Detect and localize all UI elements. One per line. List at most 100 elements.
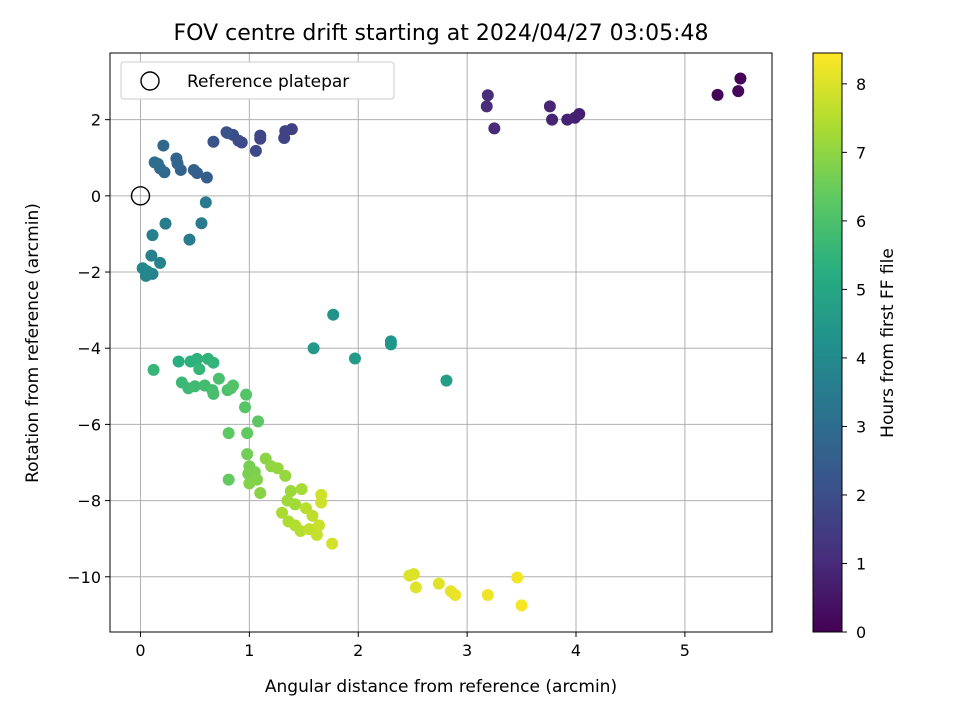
scatter-point: [195, 217, 208, 230]
scatter-point: [449, 589, 462, 602]
y-tick-label: −8: [77, 492, 101, 511]
scatter-point: [212, 372, 225, 385]
colorbar-tick-label: 1: [856, 554, 866, 573]
scatter-point: [734, 72, 747, 85]
scatter-point: [271, 462, 284, 475]
scatter-point: [157, 139, 170, 152]
colorbar-tick-label: 7: [856, 143, 866, 162]
scatter-point: [732, 85, 745, 98]
colorbar-ticks: 0 1 2 3 4 5 6 7 8: [842, 75, 866, 642]
y-tick-label: −2: [77, 263, 101, 282]
scatter-point: [315, 488, 328, 501]
scatter-point: [276, 506, 289, 519]
legend-label: Reference platepar: [187, 72, 349, 92]
scatter-point: [207, 135, 220, 148]
legend-marker: [140, 71, 160, 91]
scatter-point: [511, 571, 524, 584]
scatter-point: [239, 401, 252, 414]
x-tick-label: 3: [462, 641, 472, 660]
colorbar-tick-label: 2: [856, 486, 866, 505]
scatter-point: [307, 342, 320, 355]
scatter-point: [136, 262, 149, 275]
y-tick-label: −4: [77, 339, 101, 358]
scatter-point: [240, 388, 253, 401]
scatter-point: [289, 498, 302, 511]
scatter-point: [154, 256, 167, 269]
scatter-point: [148, 156, 161, 169]
scatter-point: [188, 380, 201, 393]
colorbar-gradient: [812, 52, 843, 633]
scatter-point: [146, 229, 159, 242]
x-axis-label: Angular distance from reference (arcmin): [265, 677, 617, 697]
y-axis-ticks: 2 0 −2 −4 −6 −8 −10: [67, 111, 110, 587]
x-tick-label: 0: [135, 641, 145, 660]
scatter-point: [488, 122, 501, 135]
scatter-points: [130, 72, 747, 612]
scatter-point: [193, 363, 206, 376]
scatter-point: [147, 363, 160, 376]
scatter-point: [306, 509, 319, 522]
scatter-point: [384, 338, 397, 351]
scatter-point: [481, 89, 494, 102]
scatter-point: [227, 379, 240, 392]
y-tick-label: 2: [91, 111, 101, 130]
scatter-point: [252, 415, 265, 428]
scatter-point: [543, 100, 556, 113]
scatter-point: [326, 537, 339, 550]
scatter-point: [348, 352, 361, 365]
colorbar-tick-label: 8: [856, 75, 866, 94]
scatter-point: [172, 355, 185, 368]
scatter-point: [407, 568, 420, 581]
scatter-point: [295, 483, 308, 496]
x-tick-label: 2: [353, 641, 363, 660]
scatter-point: [222, 427, 235, 440]
x-tick-label: 1: [244, 641, 254, 660]
scatter-point: [241, 427, 254, 440]
plot-frame: [109, 52, 773, 633]
scatter-point: [711, 88, 724, 101]
scatter-point: [432, 577, 445, 590]
scatter-point: [145, 249, 158, 262]
colorbar-tick-label: 4: [856, 349, 866, 368]
scatter-point: [480, 100, 493, 113]
chart-title: FOV centre drift starting at 2024/04/27 …: [174, 21, 709, 46]
colorbar-tick-label: 0: [856, 623, 866, 642]
colorbar-tick-label: 6: [856, 212, 866, 231]
scatter-point: [327, 308, 340, 321]
y-tick-label: 0: [91, 187, 101, 206]
scatter-point: [279, 469, 292, 482]
scatter-point: [241, 448, 254, 461]
y-tick-label: −10: [67, 568, 101, 587]
scatter-point: [243, 477, 256, 490]
scatter-point: [220, 126, 233, 139]
reference-point: [130, 186, 151, 206]
scatter-point: [310, 528, 323, 541]
x-tick-label: 4: [571, 641, 581, 660]
legend: Reference platepar: [120, 61, 395, 100]
scatter-point: [170, 152, 183, 165]
legend-box: [120, 61, 395, 100]
scatter-point: [440, 374, 453, 387]
x-tick-label: 5: [680, 641, 690, 660]
grid: [110, 53, 772, 632]
colorbar-tick-label: 5: [856, 280, 866, 299]
scatter-point: [481, 589, 494, 602]
y-tick-label: −6: [77, 415, 101, 434]
colorbar-tick-label: 3: [856, 417, 866, 436]
scatter-point: [561, 113, 574, 126]
scatter-point: [515, 599, 528, 612]
scatter-point: [249, 144, 262, 157]
scatter-point: [183, 233, 196, 246]
scatter-point: [187, 163, 200, 176]
scatter-point: [200, 171, 213, 184]
scatter-point: [254, 486, 267, 499]
scatter-point: [159, 217, 172, 230]
scatter-point: [278, 131, 291, 144]
scatter-point: [222, 473, 235, 486]
scatter-point: [409, 581, 422, 594]
colorbar: 0 1 2 3 4 5 6 7 8 Hours from first FF file: [812, 52, 898, 642]
scatter-point: [191, 352, 204, 365]
scatter-point: [207, 387, 220, 400]
y-axis-label: Rotation from reference (arcmin): [23, 203, 43, 483]
